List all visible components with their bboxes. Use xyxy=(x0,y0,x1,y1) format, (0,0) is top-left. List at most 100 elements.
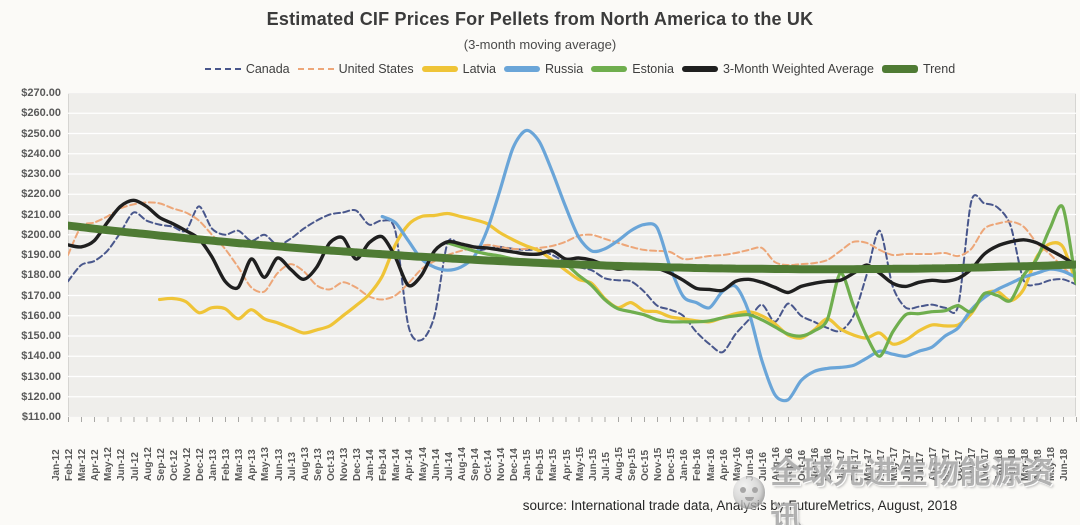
x-axis-label: Feb-12 xyxy=(64,448,76,481)
legend-item-united-states: United States xyxy=(297,62,414,76)
x-axis-label: Aug-15 xyxy=(613,447,625,481)
x-axis-label: Sep-16 xyxy=(784,448,796,481)
x-axis-label: Mar-17 xyxy=(862,448,874,481)
legend-swatch-latvia xyxy=(421,65,458,73)
y-axis-label: $180.00 xyxy=(21,269,61,282)
x-axis-label: Feb-17 xyxy=(849,448,861,481)
chart-subtitle: (3-month moving average) xyxy=(463,37,617,52)
x-axis-label: Aug-12 xyxy=(142,447,154,481)
y-axis-label: $200.00 xyxy=(21,228,61,241)
x-axis-label: Feb-14 xyxy=(378,448,390,481)
x-axis-label: Dec-15 xyxy=(666,448,678,481)
legend-item-russia: Russia xyxy=(504,62,583,76)
x-axis-label: Mar-13 xyxy=(234,448,246,481)
x-axis-label: Sep-14 xyxy=(469,448,481,481)
legend-swatch-canada xyxy=(204,68,241,70)
x-axis-label: Jan-13 xyxy=(208,449,220,481)
chart-legend: Canada United States Latvia Russia Estonia 3-… xyxy=(80,58,1080,80)
y-axis-label: $210.00 xyxy=(21,208,61,221)
legend-label-estonia: Estonia xyxy=(632,62,674,76)
x-axis-label: Feb-15 xyxy=(535,448,547,481)
x-axis-label: Oct-13 xyxy=(325,449,337,481)
series-line-trend xyxy=(68,221,1076,274)
x-axis-label: May-18 xyxy=(1045,447,1057,481)
x-axis-label: Jan-14 xyxy=(365,449,377,481)
x-axis-label: Nov-15 xyxy=(653,447,665,481)
x-axis-label: Jan-16 xyxy=(679,449,691,481)
x-axis-label: Dec-16 xyxy=(823,448,835,481)
legend-swatch-russia xyxy=(504,65,541,73)
y-axis-label: $260.00 xyxy=(21,107,61,120)
x-axis-label: Jun-18 xyxy=(1059,448,1070,481)
x-axis-label: Dec-14 xyxy=(509,448,521,481)
x-axis-label: May-17 xyxy=(888,447,900,481)
x-axis-label: Dec-12 xyxy=(195,448,206,481)
legend-swatch-united-states xyxy=(297,68,334,70)
x-axis-label: Jul-16 xyxy=(757,452,769,481)
x-axis-label: May-12 xyxy=(103,447,115,481)
legend-item-trend: Trend xyxy=(881,62,955,76)
x-axis-label: Aug-13 xyxy=(299,447,311,481)
y-axis-label: $240.00 xyxy=(21,147,61,160)
y-axis-label: $120.00 xyxy=(21,390,61,403)
x-axis-label: Apr-16 xyxy=(718,449,730,481)
y-axis-label: $250.00 xyxy=(21,127,61,140)
y-axis-label: $170.00 xyxy=(21,289,61,302)
y-axis-label: $160.00 xyxy=(21,309,61,322)
x-axis-label: Apr-17 xyxy=(875,449,887,481)
x-axis-label: Jan-12 xyxy=(51,449,62,481)
legend-swatch-trend xyxy=(881,65,918,73)
x-axis-label: Jul-15 xyxy=(600,452,612,481)
legend-item-canada: Canada xyxy=(204,62,290,76)
series-line-united-states xyxy=(68,201,1076,301)
x-axis-tick-marks xyxy=(68,417,1077,422)
legend-label-russia: Russia xyxy=(545,62,584,76)
x-axis-label: Mar-15 xyxy=(548,448,560,481)
y-axis-label: $150.00 xyxy=(21,330,61,342)
x-axis-label: Jun-13 xyxy=(273,448,285,481)
x-axis-label: Nov-14 xyxy=(496,447,508,481)
x-axis-label: May-16 xyxy=(731,447,743,481)
y-axis-label: $220.00 xyxy=(21,188,61,201)
series-line-3-month-weighted-average xyxy=(68,198,1076,295)
legend-label-latvia: Latvia xyxy=(462,62,497,76)
x-axis-label: Jun-14 xyxy=(430,448,442,481)
x-axis-label: Jul-17 xyxy=(915,452,926,481)
x-axis-label: Dec-13 xyxy=(352,448,364,481)
x-axis-label: Jan-15 xyxy=(522,449,534,481)
x-axis-label: Oct-15 xyxy=(640,449,652,481)
x-axis-label: Feb-13 xyxy=(221,448,233,481)
x-axis-label: Mar-18 xyxy=(1019,448,1031,481)
x-axis-label: Mar-14 xyxy=(391,448,403,481)
legend-item-3-month-weighted-average: 3-Month Weighted Average xyxy=(681,62,874,76)
x-axis-label: Oct-17 xyxy=(954,449,966,481)
x-axis-label: Jul-14 xyxy=(443,452,455,481)
x-axis-label: Nov-13 xyxy=(339,447,350,481)
x-axis-label: Jul-13 xyxy=(286,452,298,481)
x-axis-label: Jun-12 xyxy=(116,448,128,481)
x-axis-label: Jan-17 xyxy=(836,449,848,481)
x-axis-label: Apr-12 xyxy=(90,449,102,481)
x-axis-label: Nov-17 xyxy=(967,447,979,481)
x-axis-label: Jul-12 xyxy=(129,452,141,481)
y-axis-label: $130.00 xyxy=(21,370,61,383)
chart-title: Estimated CIF Prices For Pellets from No… xyxy=(266,9,814,29)
x-axis-label: Apr-14 xyxy=(404,449,416,481)
x-axis-label: May-15 xyxy=(574,447,586,481)
legend-label-canada: Canada xyxy=(245,62,290,76)
x-axis-label: Aug-17 xyxy=(928,447,940,481)
y-axis-label: $190.00 xyxy=(21,249,61,261)
x-axis-label: Feb-16 xyxy=(692,448,704,481)
x-axis-label: Jun-16 xyxy=(744,448,756,481)
x-axis-label: Sep-13 xyxy=(312,448,324,481)
x-axis-label: Nov-12 xyxy=(181,447,193,481)
x-axis-label: Sep-15 xyxy=(627,448,638,481)
plot-area xyxy=(68,93,1076,417)
x-axis-label: Apr-13 xyxy=(247,449,259,481)
x-axis-label: Oct-16 xyxy=(797,449,809,481)
x-axis-label: Apr-18 xyxy=(1032,449,1044,481)
x-axis-label: Oct-14 xyxy=(483,449,494,481)
x-axis-label: Mar-12 xyxy=(77,448,89,481)
y-axis-label: $230.00 xyxy=(21,168,61,180)
x-axis-label: Jun-15 xyxy=(587,448,599,481)
